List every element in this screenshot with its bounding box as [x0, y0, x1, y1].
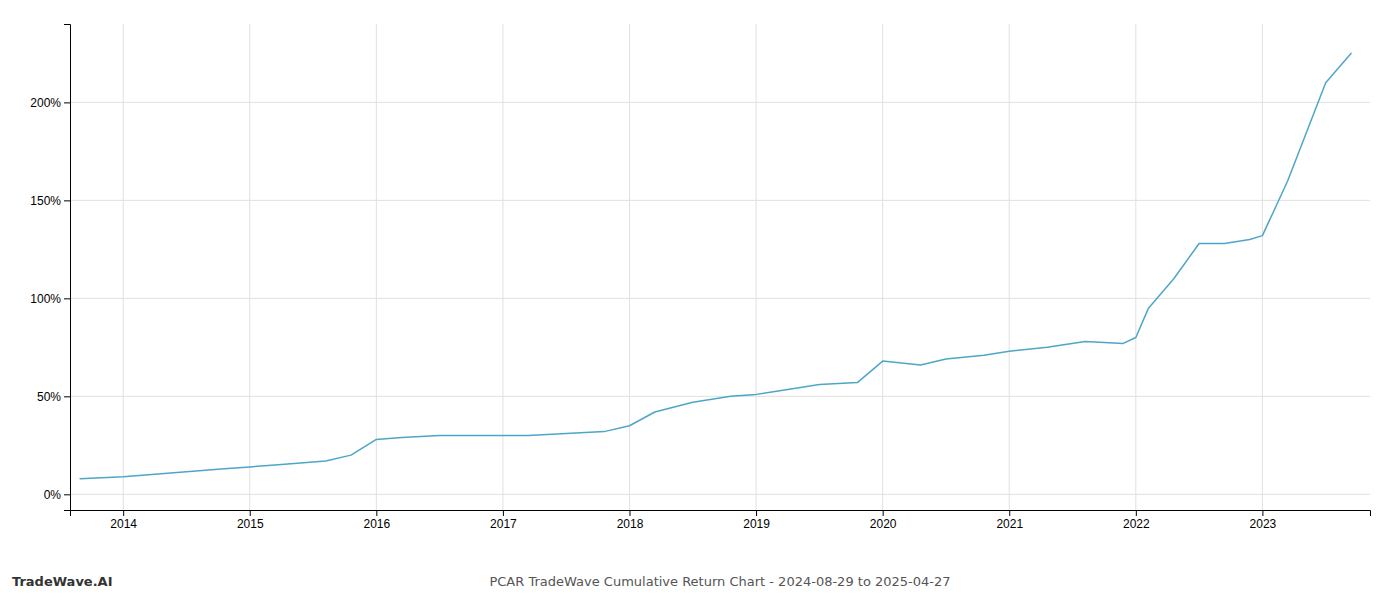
tick-mark	[1262, 510, 1263, 516]
tick-mark	[629, 510, 630, 516]
title: PCAR TradeWave Cumulative Return Chart -…	[489, 574, 950, 589]
tick: 2017	[490, 510, 517, 531]
tick-mark	[64, 102, 70, 103]
tick: 50%	[37, 390, 70, 404]
tick: 2016	[363, 510, 390, 531]
tick-label: 2015	[237, 517, 264, 531]
grid-line	[70, 298, 1370, 299]
tick: 2018	[617, 510, 644, 531]
tick-mark	[123, 510, 124, 516]
tick-label: 150%	[30, 194, 61, 208]
grid-line	[1009, 24, 1010, 510]
tick: 2014	[110, 510, 137, 531]
tick-mark	[250, 510, 251, 516]
tick-mark	[503, 510, 504, 516]
tick-label: 2021	[996, 517, 1023, 531]
tick: 2021	[996, 510, 1023, 531]
tick-label: 50%	[37, 390, 61, 404]
axis-line	[71, 511, 1371, 517]
tick-mark	[64, 494, 70, 495]
tick-mark	[64, 396, 70, 397]
tick-label: 2019	[743, 517, 770, 531]
line	[80, 53, 1351, 478]
tick-mark	[1136, 510, 1137, 516]
grid-line	[1262, 24, 1263, 510]
grid-line	[70, 396, 1370, 397]
grid-line	[70, 200, 1370, 201]
tick: 2019	[743, 510, 770, 531]
grid	[70, 24, 1370, 510]
grid-line	[376, 24, 377, 510]
tick-mark	[756, 510, 757, 516]
grid-line	[756, 24, 757, 510]
tick-mark	[64, 298, 70, 299]
tick: 2022	[1123, 510, 1150, 531]
x-axis: 2014 2015 2016 2017 2018 2019 2020 2021 2022 2023	[71, 510, 1371, 531]
tick-label: 2022	[1123, 517, 1150, 531]
tick-label: 2018	[617, 517, 644, 531]
tick-mark	[376, 510, 377, 516]
tick-label: 100%	[30, 292, 61, 306]
y-axis: 0% 50% 100% 150% 200%	[30, 25, 70, 511]
grid-line	[123, 24, 124, 510]
annotation: TradeWave.AI	[12, 574, 113, 589]
tick: 2023	[1250, 510, 1277, 531]
axis-line	[64, 25, 71, 511]
tick: 150%	[30, 194, 70, 208]
tick-mark	[64, 200, 70, 201]
tick-label: 2017	[490, 517, 517, 531]
chart: 2014 2015 2016 2017 2018 2019 2020 2021 2022 2023…	[0, 0, 1400, 600]
tick: 100%	[30, 292, 70, 306]
tick: 2015	[237, 510, 264, 531]
tick-label: 0%	[44, 488, 62, 502]
tick: 2020	[870, 510, 897, 531]
plot: 2014 2015 2016 2017 2018 2019 2020 2021 2022 2023…	[30, 24, 1370, 531]
grid-line	[502, 24, 503, 510]
tick-label: 2016	[363, 517, 390, 531]
marks	[80, 53, 1351, 478]
grid-line	[249, 24, 250, 510]
grid-line	[70, 494, 1370, 495]
grid-line	[629, 24, 630, 510]
tick-label: 2014	[110, 517, 137, 531]
grid-line	[1135, 24, 1136, 510]
grid-line	[882, 24, 883, 510]
tick-label: 200%	[30, 96, 61, 110]
tick-mark	[1009, 510, 1010, 516]
tick-mark	[883, 510, 884, 516]
tick: 200%	[30, 96, 70, 110]
grid-line	[70, 102, 1370, 103]
tick: 0%	[44, 488, 70, 502]
tick-label: 2020	[870, 517, 897, 531]
tick-label: 2023	[1250, 517, 1277, 531]
